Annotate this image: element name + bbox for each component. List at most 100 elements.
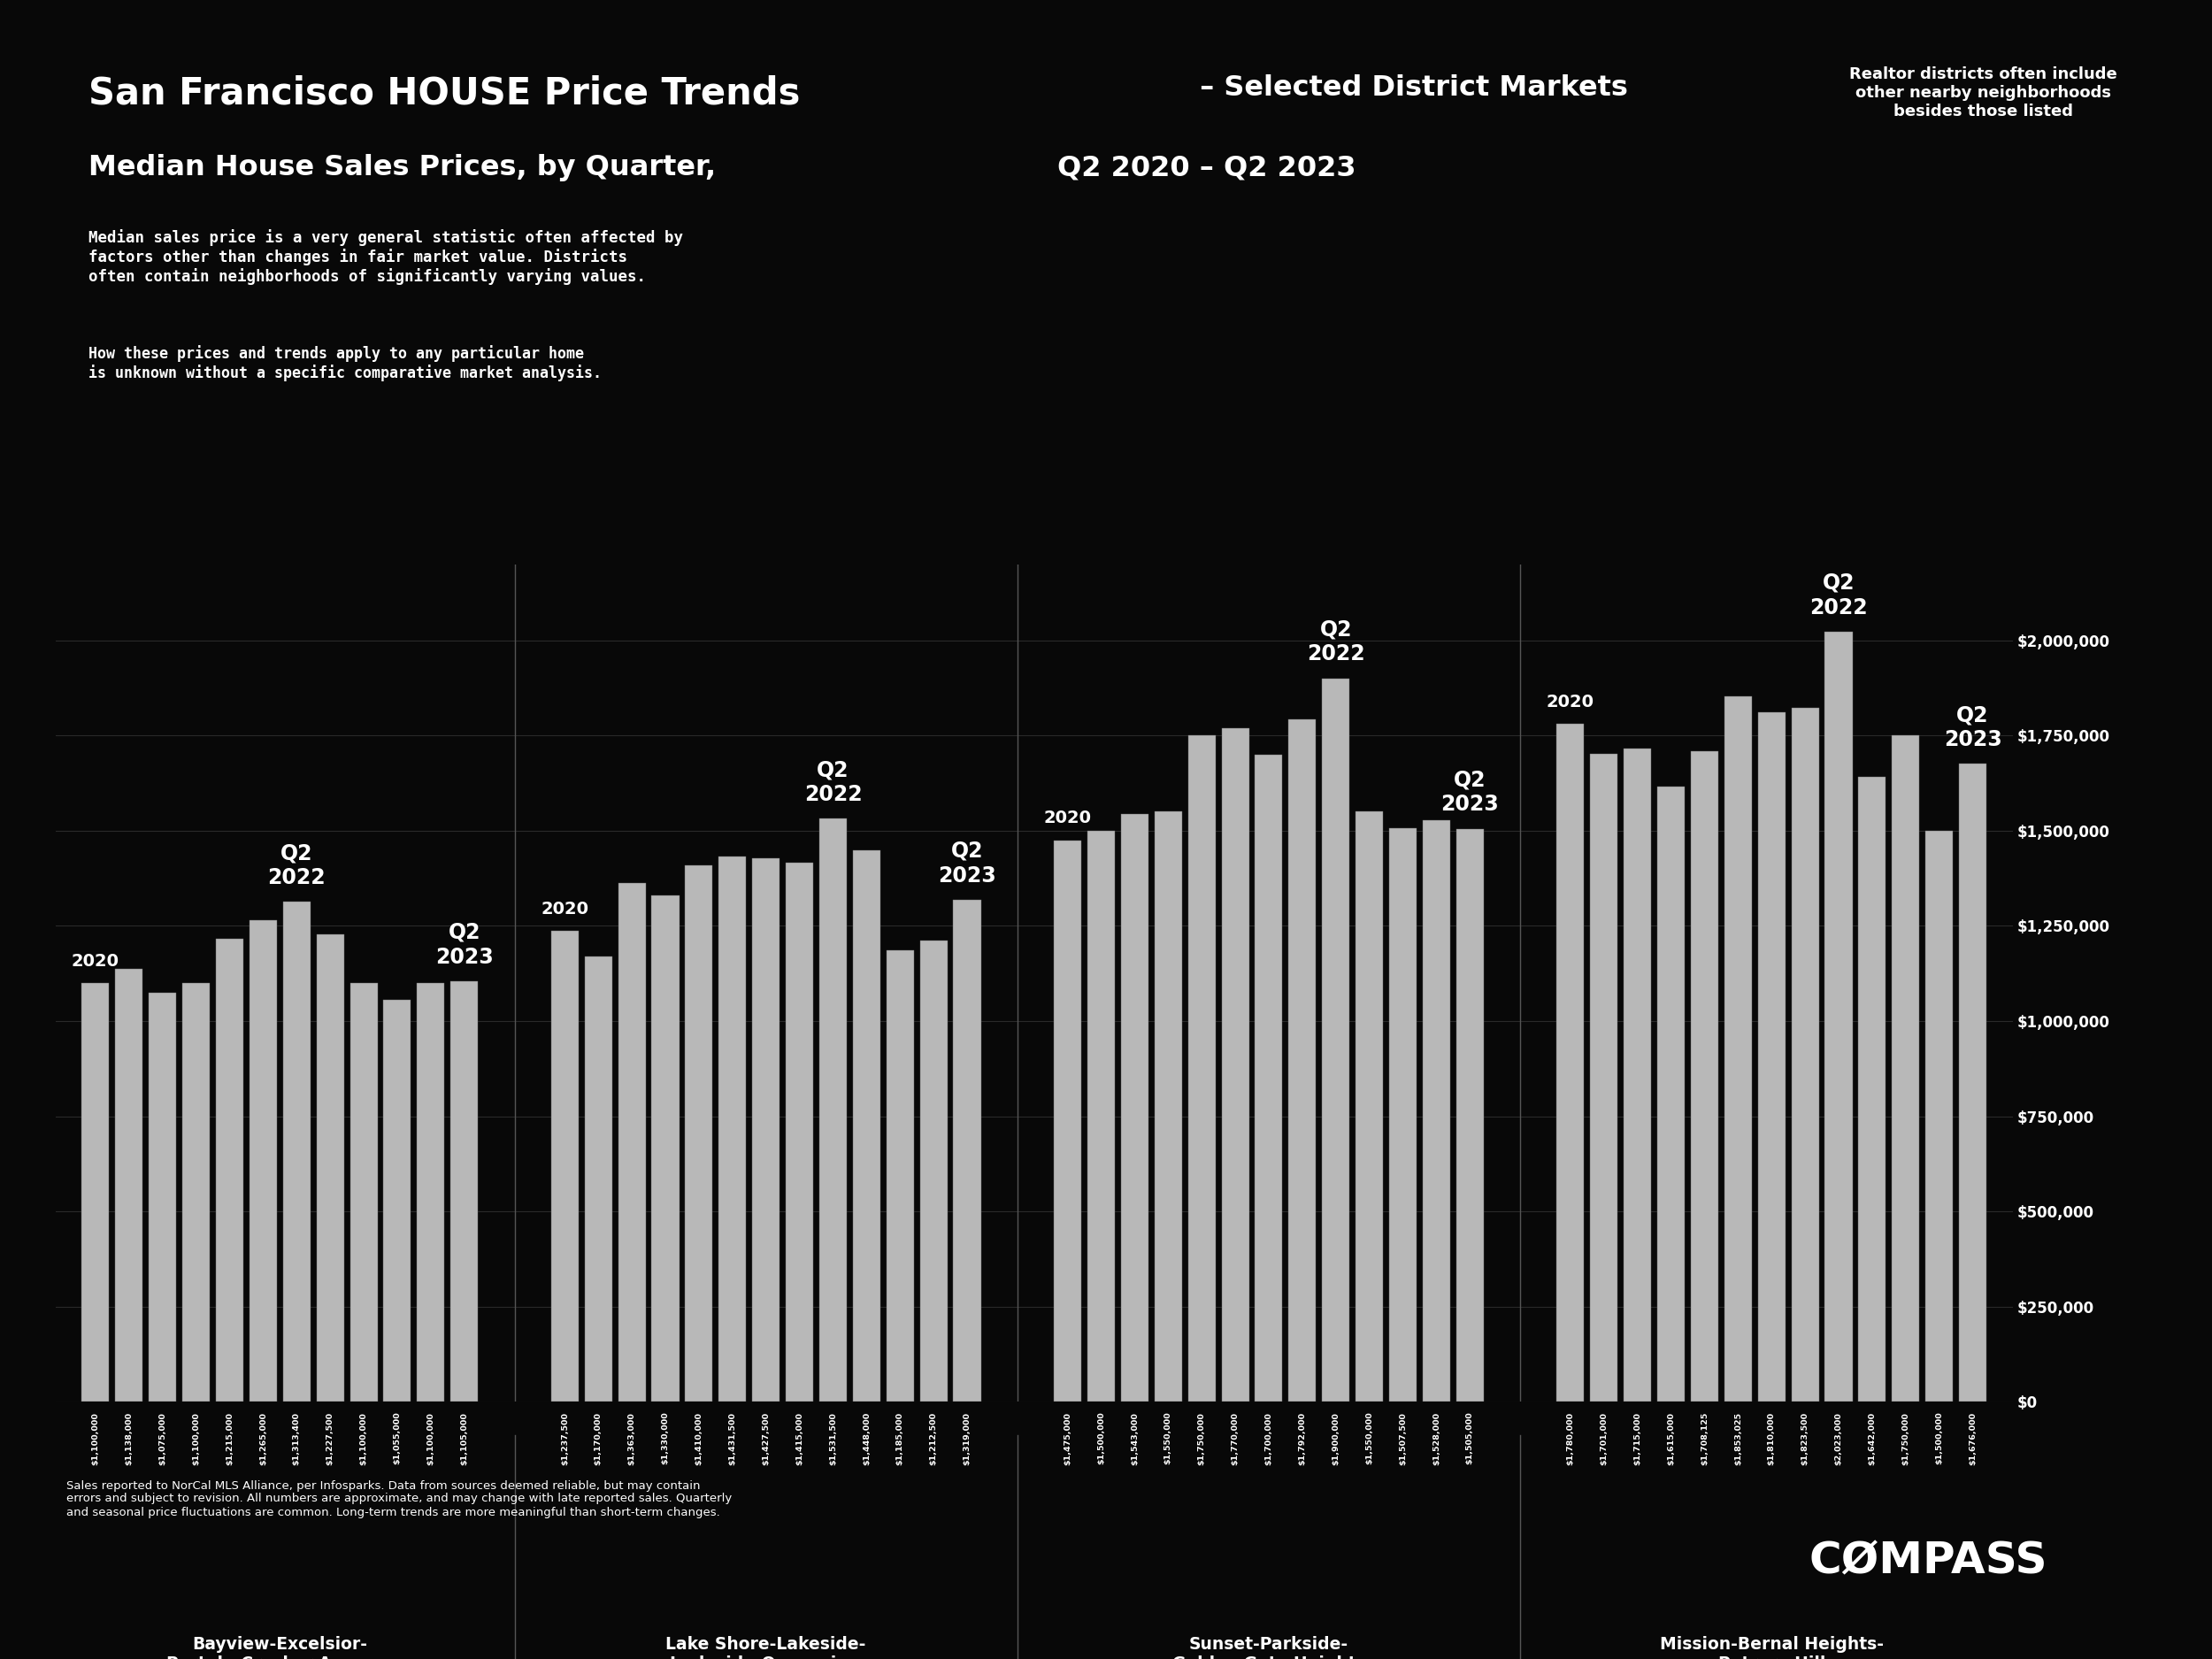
- Bar: [1657, 786, 1686, 1402]
- Bar: [686, 864, 712, 1402]
- Bar: [1254, 755, 1283, 1402]
- Bar: [148, 992, 177, 1402]
- Text: Median House Sales Prices, by Quarter,: Median House Sales Prices, by Quarter,: [88, 154, 726, 182]
- Text: 2020: 2020: [1044, 810, 1091, 826]
- Text: $1,319,000: $1,319,000: [962, 1412, 971, 1465]
- Text: $1,507,500: $1,507,500: [1398, 1412, 1407, 1465]
- Text: CØMPASS: CØMPASS: [1809, 1540, 2048, 1583]
- Text: $1,500,000: $1,500,000: [1097, 1412, 1106, 1465]
- Bar: [1891, 735, 1920, 1402]
- Bar: [818, 818, 847, 1402]
- Text: $1,055,000: $1,055,000: [394, 1412, 400, 1465]
- Bar: [349, 982, 378, 1402]
- Text: $1,100,000: $1,100,000: [427, 1412, 436, 1465]
- Text: Mission-Bernal Heights-
Potrero Hill: Mission-Bernal Heights- Potrero Hill: [1659, 1636, 1882, 1659]
- Text: $1,075,000: $1,075,000: [159, 1412, 166, 1465]
- Text: $1,550,000: $1,550,000: [1164, 1412, 1172, 1465]
- Text: Q2
2023: Q2 2023: [938, 841, 995, 886]
- Bar: [1088, 831, 1115, 1402]
- Bar: [953, 899, 980, 1402]
- Text: $1,448,000: $1,448,000: [863, 1412, 872, 1465]
- Bar: [1188, 735, 1214, 1402]
- Text: Q2
2022: Q2 2022: [803, 760, 863, 805]
- Text: – Selected District Markets: – Selected District Markets: [1190, 75, 1628, 103]
- Text: San Francisco HOUSE Price Trends: San Francisco HOUSE Price Trends: [88, 75, 801, 111]
- Bar: [1792, 707, 1818, 1402]
- Bar: [752, 858, 779, 1402]
- Bar: [920, 941, 947, 1402]
- Bar: [1221, 728, 1250, 1402]
- Text: $1,700,000: $1,700,000: [1265, 1412, 1272, 1465]
- Text: Q2
2022: Q2 2022: [1809, 572, 1867, 619]
- Text: $1,505,000: $1,505,000: [1467, 1412, 1473, 1465]
- Text: Q2
2023: Q2 2023: [1944, 705, 2002, 750]
- Bar: [383, 1000, 411, 1402]
- Bar: [1155, 811, 1181, 1402]
- Text: Q2
2022: Q2 2022: [1307, 619, 1365, 665]
- Bar: [653, 896, 679, 1402]
- Bar: [115, 969, 144, 1402]
- Text: Bayview-Excelsior-
Portola-Crocker Amazon: Bayview-Excelsior- Portola-Crocker Amazo…: [166, 1636, 394, 1659]
- Text: $1,701,000: $1,701,000: [1599, 1412, 1608, 1465]
- Text: $1,100,000: $1,100,000: [192, 1412, 199, 1465]
- Text: $1,212,500: $1,212,500: [929, 1412, 938, 1465]
- Text: $1,105,000: $1,105,000: [460, 1412, 469, 1465]
- Bar: [1455, 830, 1484, 1402]
- Text: $1,750,000: $1,750,000: [1902, 1412, 1909, 1465]
- Bar: [1858, 776, 1887, 1402]
- Text: $1,770,000: $1,770,000: [1232, 1412, 1239, 1465]
- Text: $1,792,000: $1,792,000: [1298, 1412, 1307, 1465]
- Text: $1,550,000: $1,550,000: [1365, 1412, 1374, 1465]
- Text: $1,265,000: $1,265,000: [259, 1412, 268, 1465]
- Bar: [785, 863, 814, 1402]
- Text: $1,215,000: $1,215,000: [226, 1412, 234, 1465]
- Bar: [551, 931, 580, 1402]
- Bar: [1053, 839, 1082, 1402]
- Bar: [217, 939, 243, 1402]
- Bar: [1557, 723, 1584, 1402]
- Text: $1,615,000: $1,615,000: [1668, 1412, 1674, 1465]
- Text: $1,185,000: $1,185,000: [896, 1412, 905, 1465]
- Text: $1,431,500: $1,431,500: [728, 1412, 737, 1465]
- Text: $1,100,000: $1,100,000: [91, 1412, 100, 1465]
- Text: $1,900,000: $1,900,000: [1332, 1412, 1340, 1465]
- Text: $1,100,000: $1,100,000: [361, 1412, 367, 1465]
- Text: Sunset-Parkside-
Golden Gate Heights: Sunset-Parkside- Golden Gate Heights: [1172, 1636, 1365, 1659]
- Text: Q2
2023: Q2 2023: [1440, 770, 1500, 815]
- Text: $1,313,400: $1,313,400: [292, 1412, 301, 1465]
- Text: $1,227,500: $1,227,500: [325, 1412, 334, 1465]
- Bar: [1725, 697, 1752, 1402]
- Bar: [1924, 831, 1953, 1402]
- Text: $1,500,000: $1,500,000: [1936, 1412, 1942, 1465]
- Bar: [451, 980, 478, 1402]
- Text: $1,715,000: $1,715,000: [1632, 1412, 1641, 1465]
- Text: $1,237,500: $1,237,500: [562, 1412, 568, 1465]
- Text: $1,528,000: $1,528,000: [1433, 1412, 1440, 1465]
- Text: 2020: 2020: [1546, 693, 1595, 710]
- Bar: [854, 851, 880, 1402]
- Text: Sales reported to NorCal MLS Alliance, per Infosparks. Data from sources deemed : Sales reported to NorCal MLS Alliance, p…: [66, 1480, 732, 1518]
- Bar: [283, 902, 310, 1402]
- Text: Median sales price is a very general statistic often affected by
factors other t: Median sales price is a very general sta…: [88, 229, 684, 285]
- Text: $1,823,500: $1,823,500: [1801, 1412, 1809, 1465]
- Text: $1,642,000: $1,642,000: [1869, 1412, 1876, 1465]
- Text: $1,708,125: $1,708,125: [1701, 1412, 1708, 1465]
- Bar: [584, 956, 613, 1402]
- Text: $1,853,025: $1,853,025: [1734, 1412, 1743, 1465]
- Bar: [1422, 820, 1451, 1402]
- Text: $1,475,000: $1,475,000: [1064, 1412, 1071, 1465]
- Text: 2020: 2020: [71, 952, 119, 969]
- Text: $1,531,500: $1,531,500: [830, 1412, 836, 1465]
- Text: Q2 2020 – Q2 2023: Q2 2020 – Q2 2023: [1057, 154, 1356, 182]
- Text: $1,427,500: $1,427,500: [761, 1412, 770, 1465]
- Text: $1,363,000: $1,363,000: [628, 1412, 635, 1465]
- Text: $1,170,000: $1,170,000: [595, 1412, 602, 1465]
- Bar: [1290, 720, 1316, 1402]
- Text: How these prices and trends apply to any particular home
is unknown without a sp: How these prices and trends apply to any…: [88, 345, 602, 382]
- Text: Q2
2023: Q2 2023: [436, 922, 493, 967]
- Bar: [1825, 632, 1851, 1402]
- Bar: [617, 883, 646, 1402]
- Bar: [1356, 811, 1382, 1402]
- Text: $1,810,000: $1,810,000: [1767, 1412, 1776, 1465]
- Bar: [1323, 679, 1349, 1402]
